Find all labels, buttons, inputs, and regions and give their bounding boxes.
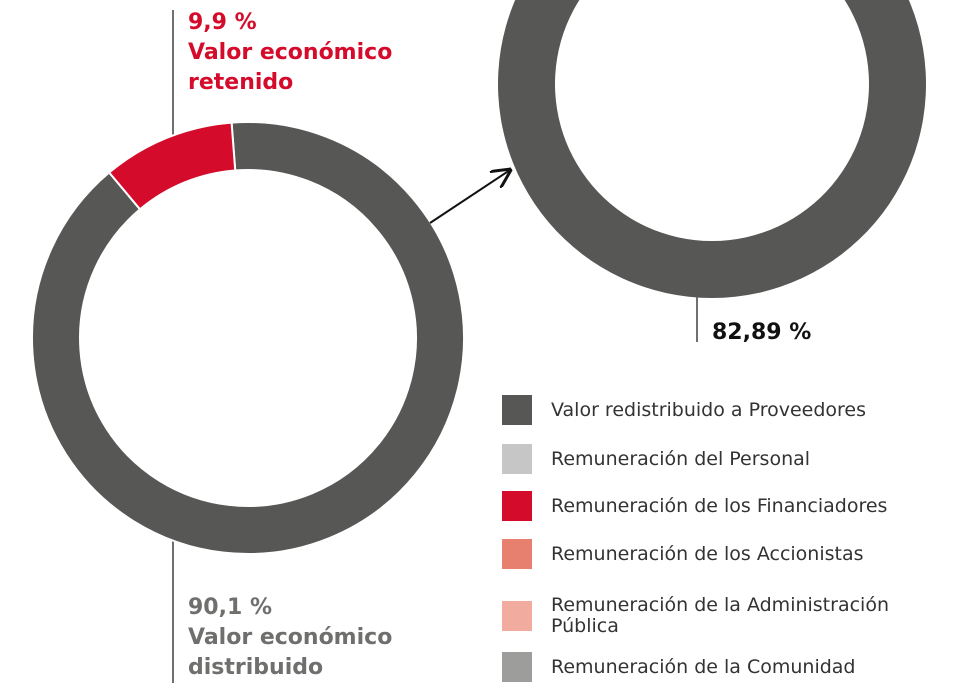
legend-label: Remuneración de la Comunidad [551, 655, 856, 678]
legend-item: Remuneración de la Administración Públic… [502, 595, 942, 637]
value-label: 9,9 % [188, 10, 257, 35]
legend-label: Remuneración de los Financiadores [551, 494, 888, 517]
donut-segment [31, 121, 465, 555]
legend-item: Remuneración de los Accionistas [502, 539, 942, 569]
category-label: Valor económico retenido [188, 40, 393, 95]
donut-segment [498, 0, 926, 298]
value-label: 90,1 % [188, 595, 272, 620]
legend-swatch [502, 444, 532, 474]
legend-item: Remuneración de los Financiadores [502, 491, 942, 521]
legend-label: Remuneración de los Accionistas [551, 542, 864, 565]
legend-swatch [502, 491, 532, 521]
legend-item: Remuneración de la Comunidad [502, 652, 942, 682]
legend-label: Valor redistribuido a Proveedores [551, 398, 867, 421]
legend-label: Remuneración de la Administración Públic… [551, 594, 889, 637]
legend-swatch [502, 601, 532, 631]
legend-label: Remuneración del Personal [551, 447, 811, 470]
legend-item: Valor redistribuido a Proveedores [502, 395, 942, 425]
legend-swatch [502, 395, 532, 425]
legend-item: Remuneración del Personal [502, 444, 942, 474]
arrow [429, 170, 510, 224]
legend-swatch [502, 652, 532, 682]
label-distribuido: 90,1 % Valor económico distribuido [188, 593, 408, 683]
value-label: 82,89 % [712, 320, 812, 345]
label-retenido: 9,9 % Valor económico retenido [188, 8, 408, 98]
donut-segment [107, 121, 237, 211]
category-label: Valor económico distribuido [188, 625, 393, 680]
legend-swatch [502, 539, 532, 569]
